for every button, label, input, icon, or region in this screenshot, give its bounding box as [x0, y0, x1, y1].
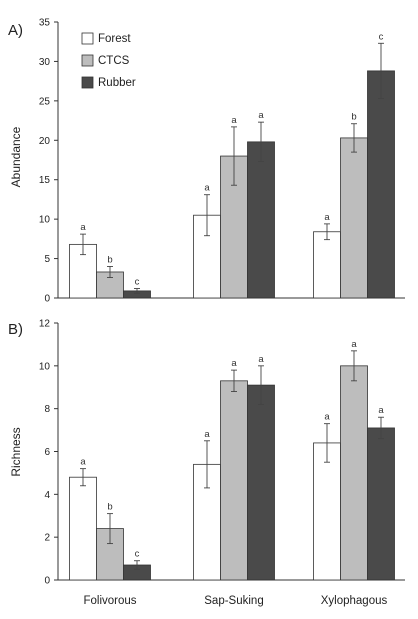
panel-a-significance-letter: c	[135, 277, 140, 288]
panel-b-significance-letter: a	[258, 354, 264, 365]
panel-b-bar-rubber-sap-suking	[247, 384, 275, 581]
legend-swatch-forest	[81, 32, 94, 45]
panel-a-significance-letter: a	[324, 212, 330, 223]
panel-b-significance-letter: b	[107, 502, 112, 513]
panel-b-y-tick-label: 2	[44, 533, 50, 544]
panel-b-significance-letter: a	[378, 405, 384, 416]
panel-b-y-tick-label: 12	[39, 319, 51, 330]
panel-b-bar-ctcs-sap-suking	[220, 380, 248, 581]
panel-a-bar-rubber-xylophagous	[367, 70, 395, 299]
legend-label-rubber: Rubber	[98, 77, 136, 89]
panel-b-y-tick-label: 0	[44, 576, 50, 587]
panel-b-bar-forest-folivorous	[69, 476, 97, 581]
panel-b-significance-letter: a	[80, 457, 86, 468]
panel-b-label: B)	[8, 321, 23, 338]
panel-a-significance-letter: a	[258, 110, 264, 121]
panel-a-significance-letter: c	[379, 31, 384, 42]
category-label-folivorous: Folivorous	[83, 595, 136, 607]
panel-a-bar-ctcs-xylophagous	[340, 137, 368, 299]
panel-b-bar-ctcs-xylophagous	[340, 365, 368, 581]
panel-b-y-tick-label: 10	[39, 361, 51, 372]
panel-a-y-tick-label: 35	[39, 18, 51, 29]
legend-swatch-ctcs	[81, 54, 94, 67]
legend-label-forest: Forest	[98, 33, 131, 45]
legend-label-ctcs: CTCS	[98, 55, 130, 67]
panel-b-y-axis-title: Richness	[9, 427, 23, 476]
panel-a-significance-letter: a	[231, 115, 237, 126]
category-label-xylophagous: Xylophagous	[321, 595, 388, 607]
panel-b-significance-letter: a	[324, 412, 330, 423]
panel-a-abundance-chart: A) Abundance 0 5 10 15 20 25 30 35 a a a b a b c a c	[8, 18, 405, 305]
legend: Forest CTCS Rubber	[81, 32, 136, 89]
legend-swatch-rubber	[81, 76, 94, 89]
panel-a-label: A)	[8, 22, 23, 39]
panel-a-significance-letter: a	[80, 222, 86, 233]
panel-b-significance-letter: a	[351, 339, 357, 350]
x-axis-category-labels: Folivorous Sap-Suking Xylophagous	[83, 595, 387, 607]
panel-a-significance-letter: a	[204, 183, 210, 194]
panel-a-y-tick-label: 15	[39, 175, 51, 186]
panel-b-y-tick-label: 6	[44, 447, 50, 458]
panel-b-significance-letter: c	[135, 549, 140, 560]
panel-a-y-axis-title: Abundance	[9, 126, 23, 187]
panel-a-bar-rubber-sap-suking	[247, 141, 275, 299]
panel-a-significance-letter: b	[107, 254, 112, 265]
panel-a-y-tick-label: 0	[44, 294, 50, 305]
panel-b-bar-rubber-xylophagous	[367, 427, 395, 581]
category-label-sap-suking: Sap-Suking	[204, 595, 263, 607]
panel-a-bar-forest-sap-suking	[193, 214, 221, 299]
panel-b-y-tick-label: 4	[44, 490, 50, 501]
panel-a-significance-letter: b	[351, 112, 356, 123]
panel-b-significance-letter: a	[204, 429, 210, 440]
panel-a-y-tick-label: 10	[39, 215, 51, 226]
panel-a-bar-forest-xylophagous	[313, 231, 341, 299]
panel-b-bar-forest-xylophagous	[313, 442, 341, 581]
panel-a-y-tick-label: 5	[44, 254, 50, 265]
panel-b-significance-letter: a	[231, 358, 237, 369]
panel-b-richness-chart: B) Richness 0 2 4 6 8 10 12 a a a b a a c a a	[8, 319, 405, 587]
panel-a-y-tick-label: 30	[39, 57, 51, 68]
panel-a-y-tick-label: 20	[39, 136, 51, 147]
panel-a-y-tick-label: 25	[39, 96, 51, 107]
panel-b-y-tick-label: 8	[44, 404, 50, 415]
